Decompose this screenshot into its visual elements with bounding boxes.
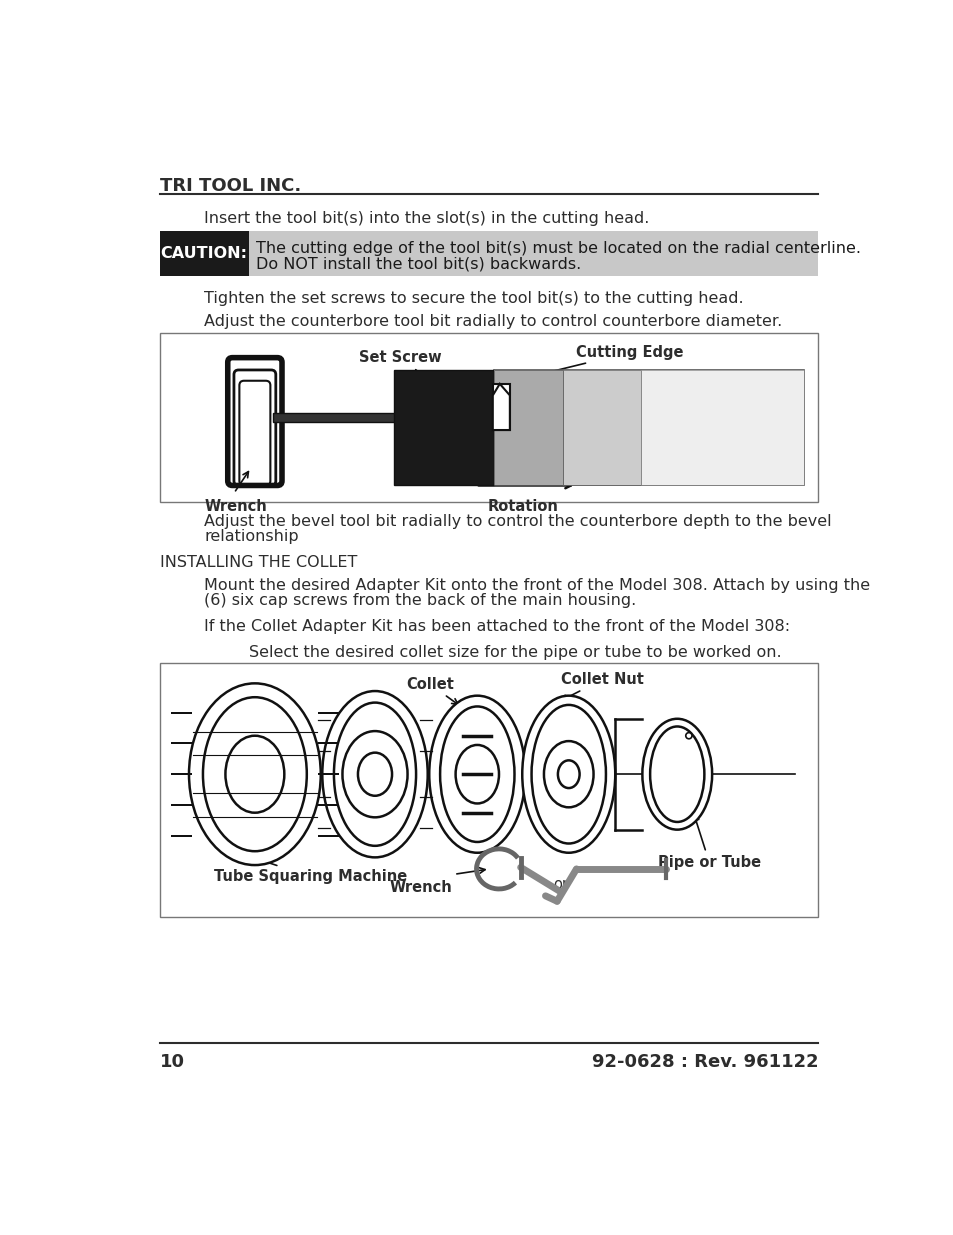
Ellipse shape [225,736,284,813]
Ellipse shape [203,698,307,851]
Text: Wrench: Wrench [204,499,267,514]
Ellipse shape [322,692,427,857]
Text: Rotation: Rotation [487,499,558,514]
Bar [493,370,562,485]
Bar [159,333,818,503]
Bar [159,231,818,275]
Text: Insert the tool bit(s) into the slot(s) in the cutting head.: Insert the tool bit(s) into the slot(s) … [204,211,649,226]
Ellipse shape [334,703,416,846]
Text: Collet Nut: Collet Nut [560,672,643,700]
Bar [159,662,818,916]
Bar [640,370,803,485]
Bar [562,370,640,485]
Text: INSTALLING THE COLLET: INSTALLING THE COLLET [159,555,356,569]
Text: Tube Squaring Machine: Tube Squaring Machine [213,855,407,884]
Text: Adjust the bevel tool bit radially to control the counterbore depth to the bevel: Adjust the bevel tool bit radially to co… [204,514,831,529]
Text: Mount the desired Adapter Kit onto the front of the Model 308. Attach by using t: Mount the desired Adapter Kit onto the f… [204,578,870,593]
Text: Wrench: Wrench [390,879,452,894]
Polygon shape [493,384,509,430]
Bar [493,370,562,485]
Text: CAUTION:: CAUTION: [160,246,248,261]
Text: Pipe or Tube: Pipe or Tube [658,815,760,871]
Text: If the Collet Adapter Kit has been attached to the front of the Model 308:: If the Collet Adapter Kit has been attac… [204,620,790,635]
Text: Select the desired collet size for the pipe or tube to be worked on.: Select the desired collet size for the p… [249,645,781,659]
Ellipse shape [685,732,691,739]
Text: Adjust the counterbore tool bit radially to control counterbore diameter.: Adjust the counterbore tool bit radially… [204,314,781,329]
Bar [640,370,803,485]
Text: Tighten the set screws to secure the tool bit(s) to the cutting head.: Tighten the set screws to secure the too… [204,290,743,305]
Ellipse shape [357,752,392,795]
Ellipse shape [521,695,615,852]
Ellipse shape [439,706,514,842]
Text: The cutting edge of the tool bit(s) must be located on the radial centerline.: The cutting edge of the tool bit(s) must… [256,241,861,256]
Text: or: or [553,877,568,892]
Bar [274,414,414,422]
Ellipse shape [649,726,703,823]
Ellipse shape [641,719,711,830]
Bar [159,231,249,275]
Ellipse shape [456,745,498,804]
Text: 92-0628 : Rev. 961122: 92-0628 : Rev. 961122 [591,1053,818,1071]
Text: (6) six cap screws from the back of the main housing.: (6) six cap screws from the back of the … [204,593,636,609]
Ellipse shape [429,695,525,852]
Bar [493,384,509,430]
Text: Collet: Collet [406,677,457,704]
Text: relationship: relationship [204,530,299,545]
Text: TRI TOOL INC.: TRI TOOL INC. [159,178,300,195]
Ellipse shape [558,761,579,788]
Text: 10: 10 [159,1053,184,1071]
Ellipse shape [342,731,407,818]
Text: Cutting Edge: Cutting Edge [508,345,683,383]
Text: Set Screw: Set Screw [359,351,441,384]
Ellipse shape [189,683,320,864]
Bar [394,370,493,485]
Ellipse shape [531,705,605,844]
Ellipse shape [543,741,593,808]
Bar [562,370,640,485]
Bar [493,370,803,485]
Text: Do NOT install the tool bit(s) backwards.: Do NOT install the tool bit(s) backwards… [256,256,581,270]
